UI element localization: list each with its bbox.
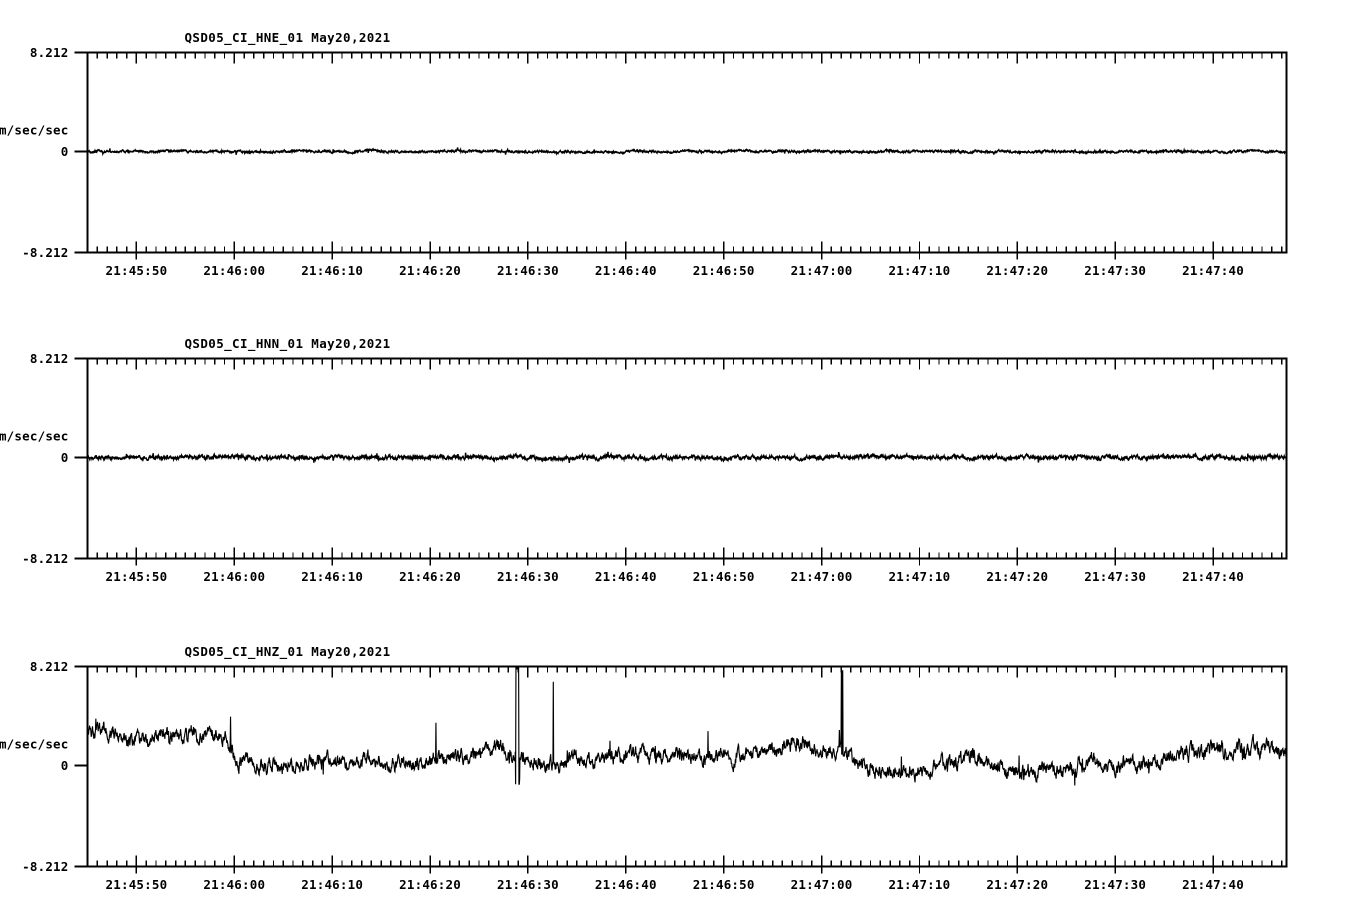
- x-axis-label: 21:46:20: [399, 263, 461, 278]
- y-axis-max-label: 8.212: [30, 659, 69, 674]
- y-axis-unit-label: cm/sec/sec: [0, 429, 69, 444]
- panel-title-hne: QSD05_CI_HNE_01 May20,2021: [185, 30, 391, 46]
- x-axis-label: 21:46:50: [693, 263, 755, 278]
- y-axis-unit-label: cm/sec/sec: [0, 737, 69, 752]
- x-axis-label: 21:47:00: [791, 877, 853, 892]
- x-axis-label: 21:46:50: [693, 877, 755, 892]
- y-axis-zero-label: 0: [61, 144, 69, 159]
- x-axis-label: 21:47:40: [1182, 877, 1244, 892]
- x-axis-label: 21:46:10: [301, 877, 363, 892]
- x-axis-label: 21:45:50: [106, 263, 168, 278]
- x-axis-label: 21:47:30: [1084, 569, 1146, 584]
- x-axis-label: 21:46:20: [399, 877, 461, 892]
- x-axis-label: 21:46:30: [497, 263, 559, 278]
- y-axis-max-label: 8.212: [30, 351, 69, 366]
- x-axis-label: 21:46:20: [399, 569, 461, 584]
- x-axis-label: 21:47:30: [1084, 263, 1146, 278]
- x-axis-label: 21:46:00: [203, 569, 265, 584]
- x-axis-label: 21:47:40: [1182, 263, 1244, 278]
- x-axis-label: 21:46:50: [693, 569, 755, 584]
- x-axis-label: 21:46:10: [301, 263, 363, 278]
- plot-frame: [86, 51, 1288, 254]
- plot-area-hnn: 8.212 0 -8.212 cm/sec/sec QSD05_CI_HNN_01 Ma…: [0, 336, 1288, 584]
- y-axis-zero-label: 0: [61, 450, 69, 465]
- y-axis-max-label: 8.212: [30, 45, 69, 60]
- panel-hne: 8.212 0 -8.212 cm/sec/sec QSD05_CI_HNE_01 Ma…: [0, 0, 1358, 300]
- plot-area-hne: 8.212 0 -8.212 cm/sec/sec QSD05_CI_HNE_01 Ma…: [0, 30, 1288, 278]
- x-axis-label: 21:47:20: [986, 877, 1048, 892]
- plot-frame: [86, 665, 1288, 868]
- panel-hnn: 8.212 0 -8.212 cm/sec/sec QSD05_CI_HNN_01 Ma…: [0, 306, 1358, 606]
- x-axis-label: 21:47:40: [1182, 569, 1244, 584]
- x-axis-label: 21:46:40: [595, 877, 657, 892]
- x-axis-label: 21:46:00: [203, 263, 265, 278]
- x-axis-label: 21:46:40: [595, 569, 657, 584]
- y-axis-min-label: -8.212: [22, 859, 68, 874]
- y-axis-min-label: -8.212: [22, 551, 68, 566]
- panel-title-hnz: QSD05_CI_HNZ_01 May20,2021: [185, 644, 391, 660]
- x-axis-label: 21:47:10: [889, 569, 951, 584]
- panel-hnz: 8.212 0 -8.212 cm/sec/sec QSD05_CI_HNZ_01 Ma…: [0, 614, 1358, 924]
- x-axis-label: 21:47:00: [791, 263, 853, 278]
- waveform-trace-hnn: [87, 451, 1288, 464]
- x-axis-label: 21:45:50: [106, 569, 168, 584]
- panel-title-hnn: QSD05_CI_HNN_01 May20,2021: [185, 336, 391, 352]
- y-axis-unit-label: cm/sec/sec: [0, 123, 69, 138]
- plot-area-hnz: 8.212 0 -8.212 cm/sec/sec QSD05_CI_HNZ_01 Ma…: [0, 644, 1288, 892]
- y-axis-min-label: -8.212: [22, 245, 68, 260]
- x-axis-label: 21:45:50: [106, 877, 168, 892]
- x-axis-label: 21:47:10: [889, 877, 951, 892]
- x-axis-label: 21:47:20: [986, 263, 1048, 278]
- x-axis-label: 21:46:30: [497, 877, 559, 892]
- x-axis-label: 21:46:30: [497, 569, 559, 584]
- x-axis-label: 21:47:00: [791, 569, 853, 584]
- waveform-trace-hne: [87, 146, 1287, 157]
- x-axis-label: 21:46:00: [203, 877, 265, 892]
- y-axis-zero-label: 0: [61, 758, 69, 773]
- x-axis-label: 21:47:20: [986, 569, 1048, 584]
- x-axis-label: 21:46:10: [301, 569, 363, 584]
- x-axis-label: 21:47:30: [1084, 877, 1146, 892]
- plot-frame: [86, 357, 1288, 560]
- x-axis-label: 21:46:40: [595, 263, 657, 278]
- x-axis-label: 21:47:10: [889, 263, 951, 278]
- waveform-trace-hnz: [86, 667, 1288, 786]
